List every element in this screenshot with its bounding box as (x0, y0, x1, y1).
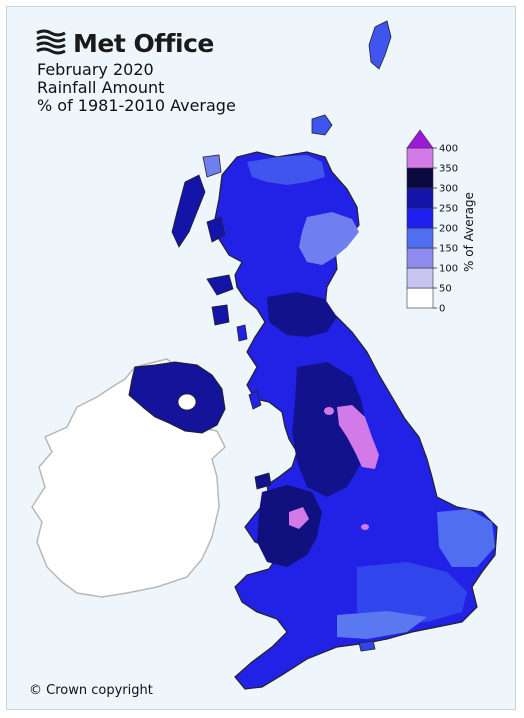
borders-wet-region (267, 292, 337, 337)
legend-tick-label: 300 (439, 184, 458, 195)
legend-tick-label: 400 (439, 144, 458, 155)
legend-axis-label: % of Average (462, 192, 476, 272)
legend-overflow-triangle (406, 129, 434, 149)
lewis-top (202, 154, 222, 178)
legend-swatch-350-400 (406, 147, 434, 169)
northern-ireland-landmass (128, 361, 226, 434)
logo-text: Met Office (73, 29, 214, 58)
title-month: February 2020 (37, 60, 154, 79)
legend-colorbar: 0 50 100 150 200 250 300 350 400 (406, 129, 458, 315)
extreme-rainfall-wales (289, 507, 309, 529)
legend-swatch-150-200 (406, 227, 434, 249)
copyright-text: © Crown copyright (29, 683, 153, 698)
legend-swatch-300-350 (406, 167, 434, 189)
lough-neagh (177, 393, 197, 411)
legend-tick-label: 250 (439, 204, 458, 215)
east-anglia-region (437, 509, 495, 567)
legend-swatch-0-50 (406, 287, 434, 309)
extreme-rainfall-midlands (361, 524, 369, 530)
pennines-wet-region (292, 362, 367, 497)
legend-tick-label: 100 (439, 264, 458, 275)
legend-tick-label: 0 (439, 304, 445, 315)
legend-swatch-200-250 (406, 207, 434, 229)
legend-swatch-250-300 (406, 187, 434, 209)
isle-of-wight (358, 640, 376, 652)
mull-island (206, 274, 234, 296)
legend-tick-label: 150 (439, 244, 458, 255)
ne-scotland-region (299, 212, 359, 265)
isle-of-man (248, 390, 262, 410)
extreme-rainfall-north (324, 407, 334, 415)
map-title: February 2020 Rainfall Amount % of 1981-… (37, 61, 236, 115)
shetland-islands (368, 20, 392, 70)
title-baseline: % of 1981-2010 Average (37, 96, 236, 115)
islay-island (211, 304, 230, 326)
se-england-region (357, 562, 467, 625)
rainfall-map: 0 50 100 150 200 250 300 350 400 % of Average (31, 20, 498, 690)
legend-tick-label: 200 (439, 224, 458, 235)
n-scotland-region (247, 155, 325, 185)
s-coast-region (337, 611, 427, 639)
wales-wet-region (257, 485, 322, 567)
legend-swatch-50-100 (406, 267, 434, 289)
legend-swatch-100-150 (406, 247, 434, 269)
outer-hebrides (171, 174, 206, 248)
legend-tick-label: 50 (439, 284, 452, 295)
met-office-logo-icon (36, 29, 66, 55)
skye-island (206, 216, 226, 243)
legend-tick-label: 350 (439, 164, 458, 175)
arran-island (236, 324, 248, 342)
title-variable: Rainfall Amount (37, 78, 165, 97)
map-frame: 0 50 100 150 200 250 300 350 400 % of Average Me… (6, 6, 516, 710)
anglesey-island (254, 472, 272, 490)
orkney-islands (311, 114, 333, 136)
extreme-rainfall-pennines (337, 405, 379, 469)
